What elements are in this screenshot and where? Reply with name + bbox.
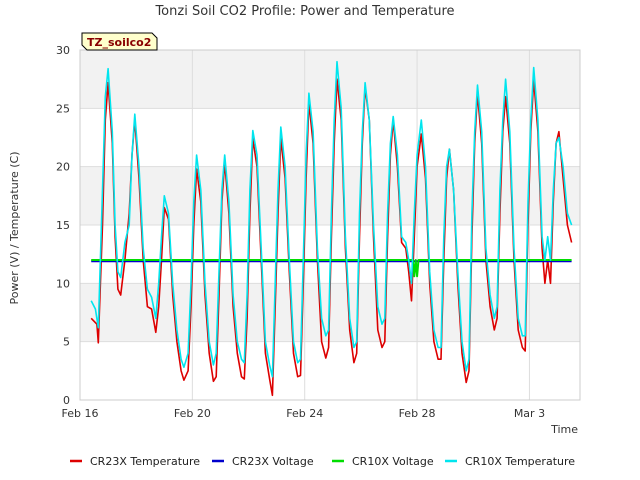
series-group xyxy=(90,60,573,397)
series-line-cr10x-temperature xyxy=(90,60,573,378)
y-tick-label: 30 xyxy=(56,44,70,57)
y-tick-label: 5 xyxy=(63,336,70,349)
y-tick-label: 0 xyxy=(63,394,70,407)
plot-frame xyxy=(79,49,581,401)
x-tick-label: Feb 28 xyxy=(399,407,436,420)
y-axis-label: Power (V) / Temperature (C) xyxy=(8,151,21,304)
legend-label: CR23X Temperature xyxy=(90,455,200,468)
y-tick-label: 10 xyxy=(56,277,70,290)
x-tick-labels: Feb 16 Feb 20 Feb 24 Feb 28 Mar 3 xyxy=(62,407,546,420)
y-tick-labels: 0 5 10 15 20 25 30 xyxy=(56,44,70,407)
x-tick-label: Mar 3 xyxy=(514,407,545,420)
y-tick-label: 15 xyxy=(56,219,70,232)
x-tick-label: Feb 20 xyxy=(174,407,211,420)
chart-title: Tonzi Soil CO2 Profile: Power and Temper… xyxy=(154,4,454,19)
x-tick-label: Feb 16 xyxy=(62,407,99,420)
plot-band xyxy=(80,166,580,225)
site-badge: TZ_soilco2 xyxy=(81,32,158,51)
site-badge-text: TZ_soilco2 xyxy=(87,36,151,49)
x-axis-label: Time xyxy=(550,423,578,436)
x-tick-label: Feb 24 xyxy=(286,407,323,420)
legend-label: CR23X Voltage xyxy=(232,455,314,468)
y-tick-label: 20 xyxy=(56,161,70,174)
plot-band xyxy=(80,50,580,109)
legend-label: CR10X Voltage xyxy=(352,455,434,468)
y-tick-label: 25 xyxy=(56,102,70,115)
axes xyxy=(79,49,581,401)
legend-label: CR10X Temperature xyxy=(465,455,575,468)
legend: CR23X Temperature CR23X Voltage CR10X Volt… xyxy=(70,455,575,468)
